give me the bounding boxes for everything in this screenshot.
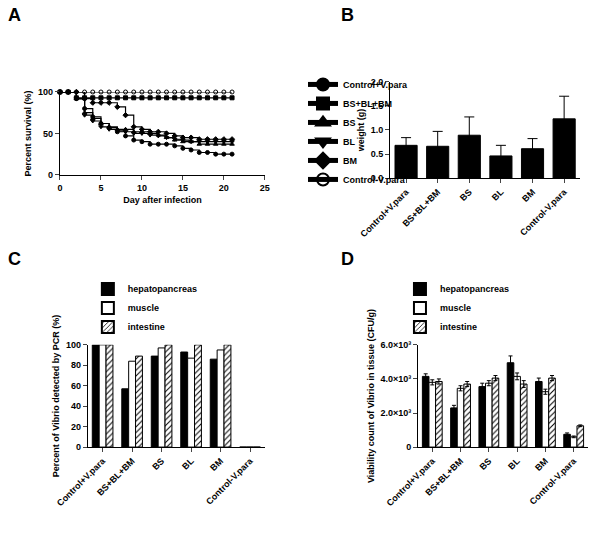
svg-text:Day after infection: Day after infection xyxy=(123,195,202,205)
svg-text:Control+V.para: Control+V.para xyxy=(55,455,108,508)
svg-text:Control+V.para: Control+V.para xyxy=(358,186,411,239)
svg-text:BS+BL+BM: BS+BL+BM xyxy=(95,456,137,498)
svg-text:1.0: 1.0 xyxy=(371,125,384,135)
svg-text:Control-V.para: Control-V.para xyxy=(518,186,569,237)
svg-text:hepatopancreas: hepatopancreas xyxy=(440,284,509,294)
svg-text:A: A xyxy=(8,5,21,25)
svg-text:10: 10 xyxy=(137,183,147,193)
svg-text:intestine: intestine xyxy=(440,322,477,332)
svg-text:muscle: muscle xyxy=(440,303,471,313)
svg-text:BM: BM xyxy=(208,456,225,473)
svg-text:Control-V.para: Control-V.para xyxy=(343,175,406,185)
svg-text:40: 40 xyxy=(71,401,81,411)
svg-text:BS: BS xyxy=(343,118,356,128)
svg-text:Control-V.para: Control-V.para xyxy=(204,455,255,506)
svg-text:muscle: muscle xyxy=(128,303,159,313)
svg-text:BS+BL+BM: BS+BL+BM xyxy=(401,187,443,229)
svg-text:hepatopancreas: hepatopancreas xyxy=(128,284,197,294)
svg-text:0: 0 xyxy=(406,442,411,452)
svg-text:6.0×10³: 6.0×10³ xyxy=(380,340,411,350)
svg-text:Viability count of Vibrio in t: Viability count of Vibrio in tissue (CFU… xyxy=(366,309,376,483)
svg-text:BL: BL xyxy=(180,456,196,472)
svg-text:BL: BL xyxy=(490,187,506,203)
svg-text:0: 0 xyxy=(76,442,81,452)
svg-text:weight (g): weight (g) xyxy=(356,109,366,153)
svg-text:BL: BL xyxy=(506,456,522,472)
svg-text:Control+V.para: Control+V.para xyxy=(343,80,408,90)
svg-text:BM: BM xyxy=(533,456,550,473)
svg-text:BS: BS xyxy=(478,456,494,472)
svg-text:BS: BS xyxy=(150,456,166,472)
svg-text:Percent of Vibrio detected by: Percent of Vibrio detected by PCR (%) xyxy=(51,315,61,477)
svg-text:Percent survival (%): Percent survival (%) xyxy=(23,90,33,176)
svg-text:Control-V.para: Control-V.para xyxy=(528,455,579,506)
svg-text:4.0×10³: 4.0×10³ xyxy=(380,374,411,384)
svg-text:0.5: 0.5 xyxy=(371,149,384,159)
svg-text:20: 20 xyxy=(219,183,229,193)
svg-text:80: 80 xyxy=(71,360,81,370)
svg-text:D: D xyxy=(341,249,354,269)
svg-text:0: 0 xyxy=(48,170,53,180)
svg-text:100: 100 xyxy=(38,87,53,97)
svg-text:intestine: intestine xyxy=(128,322,165,332)
svg-text:Control+V.para: Control+V.para xyxy=(385,455,438,508)
svg-text:BM: BM xyxy=(343,156,357,166)
svg-text:C: C xyxy=(8,249,21,269)
svg-text:2.0×10³: 2.0×10³ xyxy=(380,408,411,418)
svg-text:BL: BL xyxy=(343,137,355,147)
svg-text:60: 60 xyxy=(71,381,81,391)
svg-text:0: 0 xyxy=(57,183,62,193)
svg-text:50: 50 xyxy=(43,129,53,139)
svg-text:15: 15 xyxy=(178,183,188,193)
svg-text:20: 20 xyxy=(71,422,81,432)
svg-text:B: B xyxy=(341,5,354,25)
svg-text:BS: BS xyxy=(458,187,474,203)
svg-text:BS+BL+BM: BS+BL+BM xyxy=(423,456,465,498)
svg-text:100: 100 xyxy=(66,340,81,350)
svg-text:BM: BM xyxy=(520,187,537,204)
svg-text:5: 5 xyxy=(98,183,103,193)
svg-text:25: 25 xyxy=(260,183,270,193)
svg-text:BS+BL+BM: BS+BL+BM xyxy=(343,99,392,109)
